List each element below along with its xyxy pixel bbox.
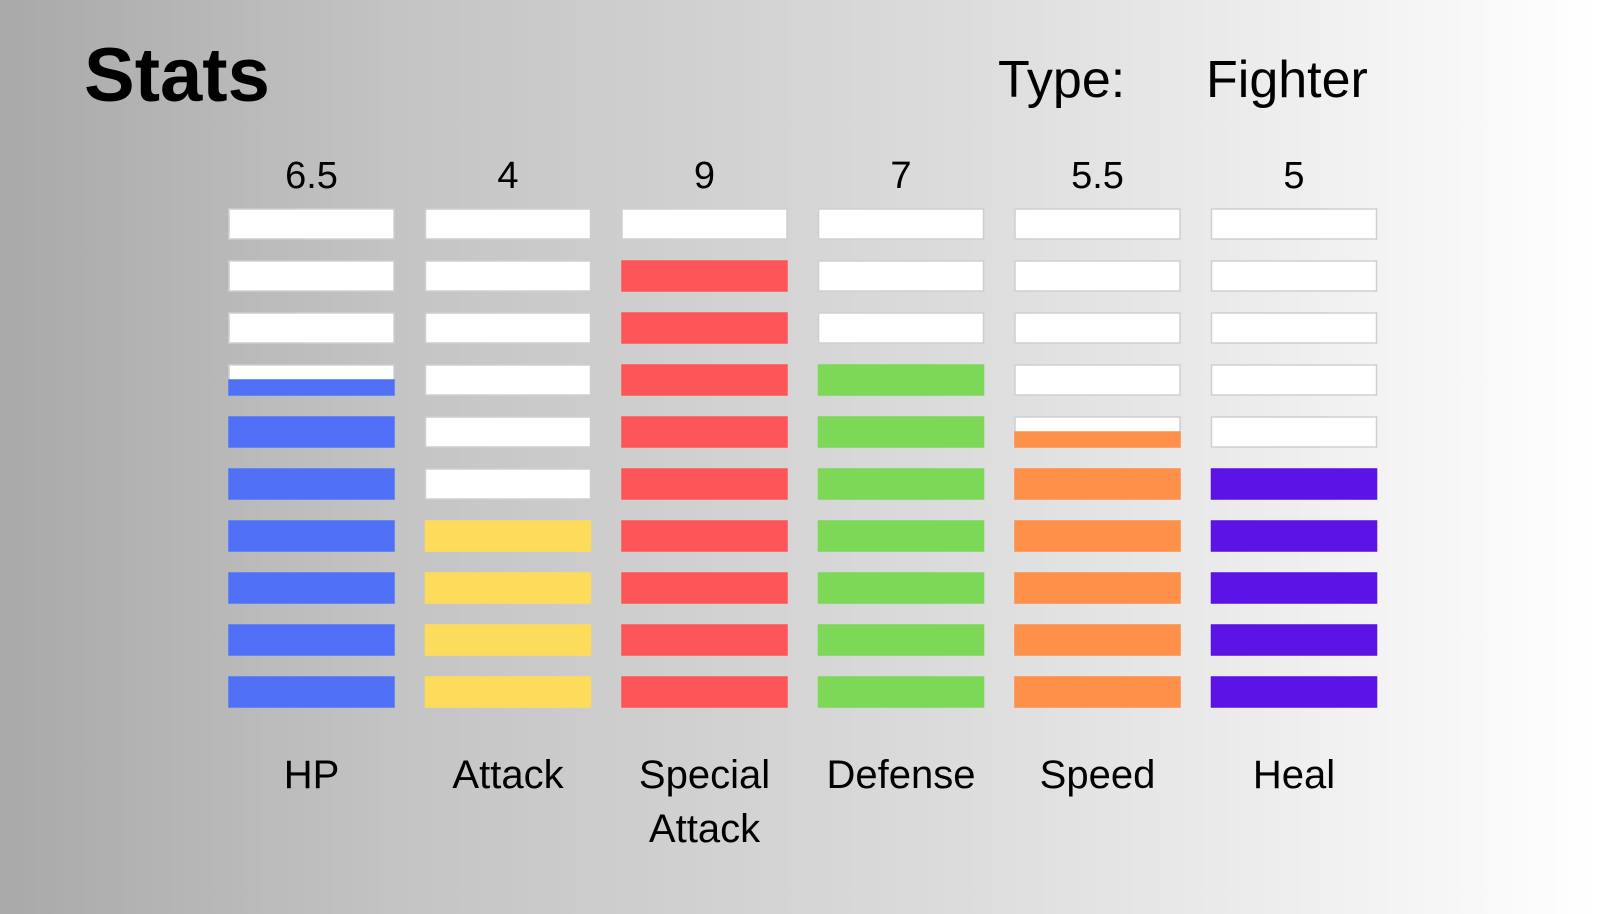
bar-segment-defense-6 [817, 416, 985, 448]
bar-segment-heal-8 [1210, 312, 1378, 344]
bar-segment-defense-3 [817, 572, 985, 604]
bar-segment-hp-5 [228, 468, 395, 500]
bar-segment-special-attack-9 [621, 260, 788, 292]
bar-segment-special-attack-2 [621, 624, 788, 656]
type-label: Type: [998, 51, 1126, 109]
category-label-speed: Speed [1040, 753, 1156, 797]
bar-segment-heal-9 [1210, 260, 1378, 292]
bar-segment-defense-9 [817, 260, 985, 292]
bar-segment-speed-1 [1014, 676, 1181, 708]
bar-segment-speed-10 [1014, 208, 1181, 240]
bar-segment-hp-8 [228, 312, 395, 344]
category-label-heal: Heal [1253, 753, 1335, 797]
category-label-defense: Defense [827, 753, 976, 797]
bar-segment-defense-5 [817, 468, 985, 500]
bar-segment-attack-9 [424, 260, 592, 292]
bar-segment-heal-2 [1210, 624, 1378, 656]
bar-segment-speed-7 [1014, 364, 1181, 396]
type-value: Fighter [1206, 51, 1368, 109]
bar-segment-attack-4 [424, 520, 592, 552]
value-label-special-attack: 9 [694, 155, 715, 197]
bar-segment-special-attack-4 [621, 520, 788, 552]
bar-segment-hp-6 [228, 416, 395, 448]
bar-segment-hp-4 [228, 520, 395, 552]
bar-segment-speed-3 [1014, 572, 1181, 604]
bar-segment-defense-2 [817, 624, 985, 656]
bar-segment-special-attack-7 [621, 364, 788, 396]
page-title: Stats [84, 33, 270, 118]
value-label-defense: 7 [890, 155, 911, 197]
bar-segment-special-attack-10 [621, 208, 788, 240]
bar-segment-speed-9 [1014, 260, 1181, 292]
bar-segment-heal-4 [1210, 520, 1378, 552]
bar-segment-speed-6 [1014, 416, 1181, 448]
bar-segment-attack-10 [424, 208, 592, 240]
bar-segment-attack-3 [424, 572, 592, 604]
bar-segment-hp-1 [228, 676, 395, 708]
bar-segment-hp-3 [228, 572, 395, 604]
bar-segment-attack-1 [424, 676, 592, 708]
bar-segment-special-attack-5 [621, 468, 788, 500]
bar-segment-hp-2 [228, 624, 395, 656]
bar-segment-heal-7 [1210, 364, 1378, 396]
bar-segment-speed-5 [1014, 468, 1181, 500]
bar-segment-heal-1 [1210, 676, 1378, 708]
bar-segment-special-attack-6 [621, 416, 788, 448]
value-label-heal: 5 [1283, 155, 1304, 197]
bar-segment-attack-5 [424, 468, 592, 500]
bar-segment-defense-8 [817, 312, 985, 344]
value-label-attack: 4 [497, 155, 518, 197]
bar-segment-attack-6 [424, 416, 592, 448]
bar-segment-defense-1 [817, 676, 985, 708]
category-label-special-attack: Special Attack [639, 753, 770, 851]
bar-segment-speed-4 [1014, 520, 1181, 552]
value-label-speed: 5.5 [1071, 155, 1124, 197]
bar-segment-heal-6 [1210, 416, 1378, 448]
bar-segment-defense-10 [817, 208, 985, 240]
bar-segment-hp-9 [228, 260, 395, 292]
bar-segment-attack-8 [424, 312, 592, 344]
bar-segment-defense-7 [817, 364, 985, 396]
bar-segment-special-attack-3 [621, 572, 788, 604]
bar-segment-hp-7 [228, 364, 395, 396]
category-label-attack: Attack [452, 753, 564, 797]
bar-segment-hp-10 [228, 208, 395, 240]
bar-segment-attack-2 [424, 624, 592, 656]
value-label-hp: 6.5 [285, 155, 338, 197]
bar-segment-speed-8 [1014, 312, 1181, 344]
bar-segment-speed-2 [1014, 624, 1181, 656]
bar-segment-defense-4 [817, 520, 985, 552]
bar-segment-special-attack-8 [621, 312, 788, 344]
bar-segment-heal-5 [1210, 468, 1378, 500]
bar-segment-heal-10 [1210, 208, 1378, 240]
bar-segment-special-attack-1 [621, 676, 788, 708]
bar-segment-attack-7 [424, 364, 592, 396]
bar-segment-heal-3 [1210, 572, 1378, 604]
category-label-hp: HP [284, 753, 340, 797]
